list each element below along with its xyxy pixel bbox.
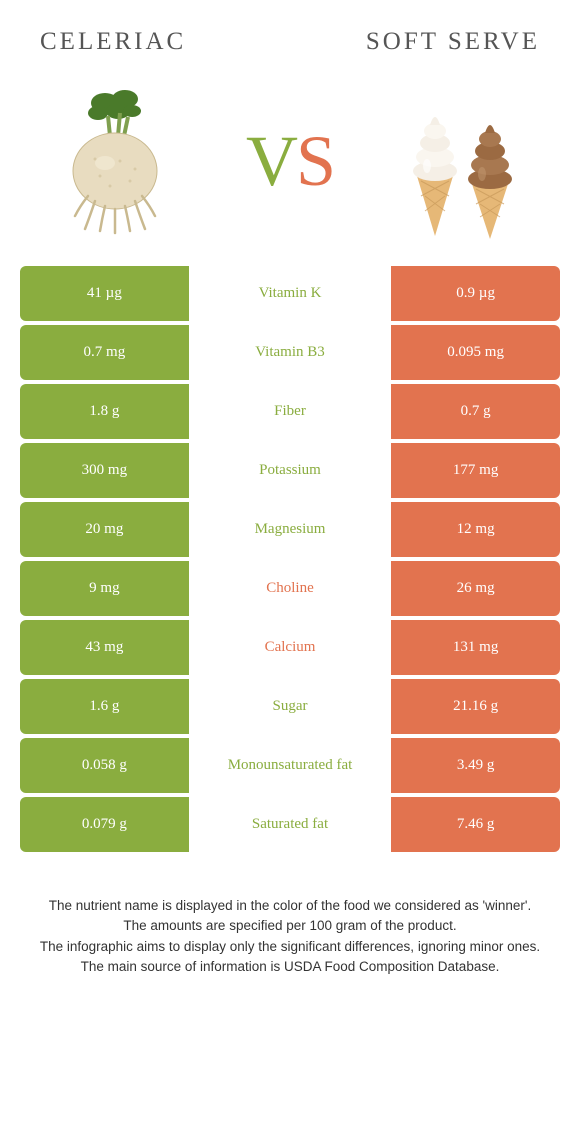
- nutrient-label: Magnesium: [189, 502, 392, 557]
- title-left: CELERIAC: [40, 28, 186, 56]
- softserve-image: [390, 81, 540, 241]
- table-row: 1.6 gSugar21.16 g: [20, 679, 560, 734]
- nutrient-label: Sugar: [189, 679, 392, 734]
- footnote-line: The infographic aims to display only the…: [30, 937, 550, 957]
- nutrient-label: Potassium: [189, 443, 392, 498]
- value-left: 0.079 g: [20, 797, 189, 852]
- nutrient-label: Vitamin B3: [189, 325, 392, 380]
- nutrient-label: Monounsaturated fat: [189, 738, 392, 793]
- table-row: 300 mgPotassium177 mg: [20, 443, 560, 498]
- title-right: SOFT SERVE: [366, 28, 540, 56]
- value-left: 300 mg: [20, 443, 189, 498]
- table-row: 0.058 gMonounsaturated fat3.49 g: [20, 738, 560, 793]
- vs-s: S: [296, 121, 334, 201]
- table-row: 0.079 gSaturated fat7.46 g: [20, 797, 560, 852]
- footnotes: The nutrient name is displayed in the co…: [0, 856, 580, 977]
- value-left: 1.8 g: [20, 384, 189, 439]
- value-right: 131 mg: [391, 620, 560, 675]
- value-left: 1.6 g: [20, 679, 189, 734]
- value-right: 177 mg: [391, 443, 560, 498]
- table-row: 41 µgVitamin K0.9 µg: [20, 266, 560, 321]
- value-left: 0.058 g: [20, 738, 189, 793]
- value-left: 9 mg: [20, 561, 189, 616]
- value-right: 3.49 g: [391, 738, 560, 793]
- hero-row: VS: [0, 66, 580, 266]
- nutrient-label: Saturated fat: [189, 797, 392, 852]
- value-right: 0.7 g: [391, 384, 560, 439]
- value-right: 21.16 g: [391, 679, 560, 734]
- nutrient-label: Fiber: [189, 384, 392, 439]
- table-row: 20 mgMagnesium12 mg: [20, 502, 560, 557]
- nutrient-label: Vitamin K: [189, 266, 392, 321]
- vs-label: VS: [246, 120, 334, 203]
- nutrient-label: Choline: [189, 561, 392, 616]
- footnote-line: The main source of information is USDA F…: [30, 957, 550, 977]
- value-right: 0.9 µg: [391, 266, 560, 321]
- value-left: 41 µg: [20, 266, 189, 321]
- header: CELERIAC SOFT SERVE: [0, 0, 580, 66]
- value-right: 12 mg: [391, 502, 560, 557]
- footnote-line: The nutrient name is displayed in the co…: [30, 896, 550, 916]
- value-left: 0.7 mg: [20, 325, 189, 380]
- comparison-table: 41 µgVitamin K0.9 µg0.7 mgVitamin B30.09…: [0, 266, 580, 852]
- table-row: 9 mgCholine26 mg: [20, 561, 560, 616]
- value-left: 20 mg: [20, 502, 189, 557]
- value-right: 26 mg: [391, 561, 560, 616]
- footnote-line: The amounts are specified per 100 gram o…: [30, 916, 550, 936]
- table-row: 0.7 mgVitamin B30.095 mg: [20, 325, 560, 380]
- table-row: 1.8 gFiber0.7 g: [20, 384, 560, 439]
- value-right: 0.095 mg: [391, 325, 560, 380]
- table-row: 43 mgCalcium131 mg: [20, 620, 560, 675]
- value-right: 7.46 g: [391, 797, 560, 852]
- vs-v: V: [246, 121, 296, 201]
- celeriac-image: [40, 81, 190, 241]
- value-left: 43 mg: [20, 620, 189, 675]
- nutrient-label: Calcium: [189, 620, 392, 675]
